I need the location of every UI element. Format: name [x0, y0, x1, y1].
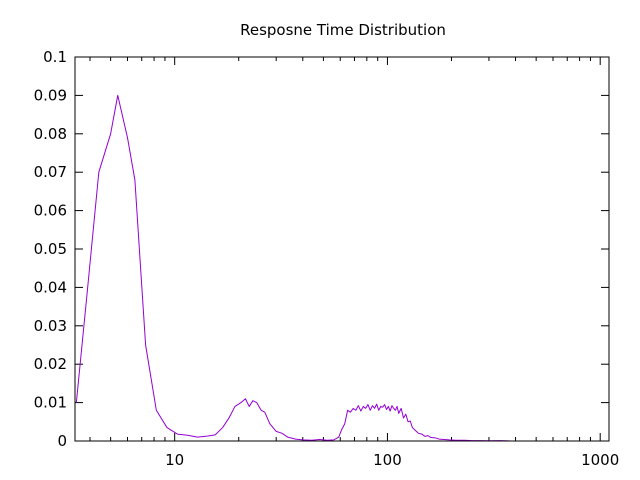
- y-tick-label-5: 0.05: [34, 240, 67, 258]
- plot-frame: [74, 56, 610, 442]
- plot-axes: 0 0.01 0.02 0.03 0.04 0.05 0.06 0.07 0.08 0.09 0.1…: [34, 48, 620, 469]
- x-tick-label-2: 1000: [581, 451, 619, 469]
- y-tick-label-4: 0.04: [34, 278, 67, 296]
- y-tick-label-0: 0: [57, 432, 67, 450]
- y-tick-label-9: 0.09: [34, 86, 67, 104]
- series-group: [75, 94, 511, 442]
- y-tick-label-6: 0.06: [34, 202, 67, 220]
- x-tick-label-0: 10: [165, 451, 184, 469]
- x-tick-label-1: 100: [373, 451, 402, 469]
- y-tick-label-10: 0.1: [43, 48, 67, 66]
- series-line-0: [75, 94, 511, 442]
- y-tick-label-1: 0.01: [34, 394, 67, 412]
- y-tick-label-3: 0.03: [34, 317, 67, 335]
- y-tick-label-8: 0.08: [34, 125, 67, 143]
- y-tick-label-7: 0.07: [34, 163, 67, 181]
- chart-title: Resposne Time Distribution: [240, 21, 446, 39]
- y-tick-label-2: 0.02: [34, 355, 67, 373]
